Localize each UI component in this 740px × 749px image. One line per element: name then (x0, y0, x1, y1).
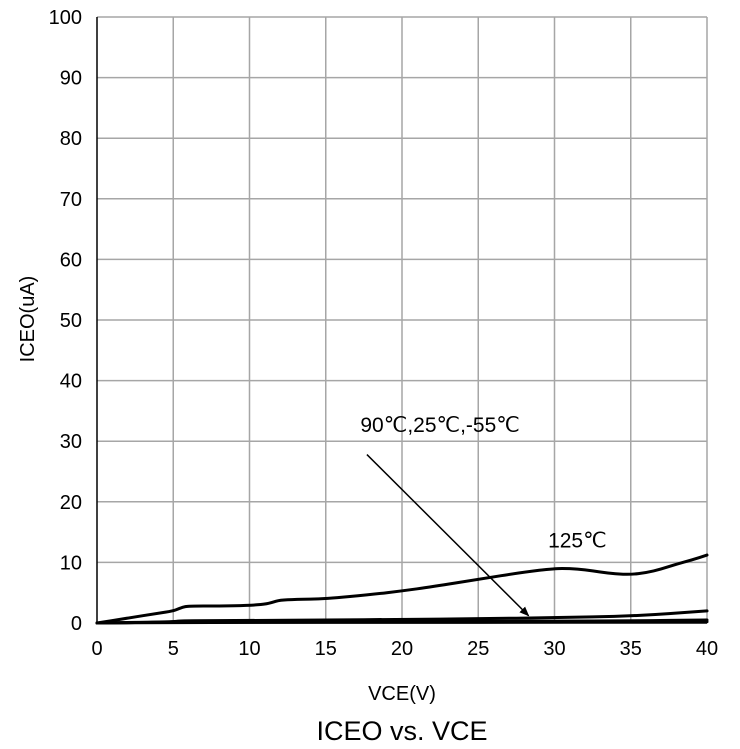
x-tick-label: 40 (696, 638, 718, 660)
x-tick-label: 10 (238, 638, 260, 660)
y-tick-label: 50 (60, 310, 82, 332)
y-tick-label: 30 (60, 431, 82, 453)
x-axis-label: VCE(V) (368, 683, 436, 705)
y-tick-label: 70 (60, 189, 82, 211)
y-tick-label: 20 (60, 492, 82, 514)
x-tick-label: 30 (543, 638, 565, 660)
x-tick-label: 25 (467, 638, 489, 660)
series-line-125c (95, 553, 709, 625)
x-tick-label: 5 (168, 638, 179, 660)
gridlines (97, 16, 708, 623)
y-tick-label: 90 (60, 68, 82, 90)
chart-title: ICEO vs. VCE (316, 716, 487, 746)
y-tick-label: 100 (49, 7, 82, 29)
y-tick-label: 0 (71, 613, 82, 635)
x-tick-label: 20 (391, 638, 413, 660)
annotation-arrow (366, 454, 530, 617)
annotations: 125℃ 90℃,25℃,-55℃ (360, 414, 607, 617)
y-tick-label: 60 (60, 249, 82, 271)
y-tick-label: 40 (60, 371, 82, 393)
x-tick-label: 0 (91, 638, 102, 660)
x-tick-label: 15 (315, 638, 337, 660)
tick-labels: 0 5 10 15 20 25 30 35 40 0 10 20 30 40 50 60 70 80 90 100 (49, 7, 719, 660)
y-tick-label: 80 (60, 128, 82, 150)
annotation-label: 90℃,25℃,-55℃ (360, 414, 520, 437)
y-tick-label: 10 (60, 552, 82, 574)
annotation-label: 125℃ (548, 529, 607, 552)
y-axis-label: ICEO(uA) (17, 276, 39, 363)
axes (96, 17, 707, 624)
x-tick-label: 35 (620, 638, 642, 660)
